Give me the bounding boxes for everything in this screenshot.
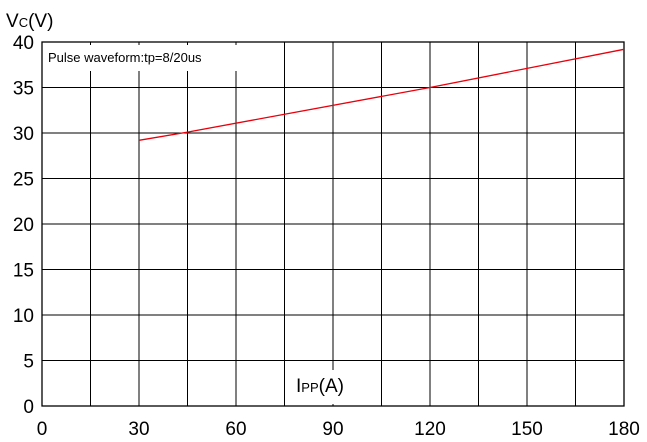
x-tick-label: 60 — [225, 419, 246, 440]
x-tick-label: 180 — [608, 419, 640, 440]
grid-lines — [42, 42, 624, 406]
series-line — [138, 48, 625, 141]
y-tick-label: 15 — [13, 261, 34, 282]
x-axis-label: IPP(A) — [296, 376, 344, 397]
y-tick-label: 20 — [13, 215, 34, 236]
y-tick-label: 30 — [13, 124, 34, 145]
annotation-box — [44, 45, 260, 71]
y-tick-label: 0 — [23, 397, 34, 418]
x-tick-labels: 0 30 60 90 120 150 180 — [37, 419, 640, 440]
x-tick-label: 120 — [414, 419, 446, 440]
series-group — [138, 48, 625, 141]
y-axis-label: VC(V) — [6, 11, 53, 32]
y-tick-label: 25 — [13, 170, 34, 191]
x-axis-label-box — [292, 370, 374, 404]
y-tick-label: 40 — [13, 33, 34, 54]
y-tick-label: 35 — [13, 79, 34, 100]
x-tick-label: 90 — [322, 419, 343, 440]
y-tick-label: 10 — [13, 306, 34, 327]
x-tick-label: 30 — [128, 419, 149, 440]
x-tick-label: 150 — [511, 419, 543, 440]
x-tick-label: 0 — [37, 419, 48, 440]
y-tick-labels: 0 5 10 15 20 25 30 35 40 — [13, 33, 34, 418]
y-tick-label: 5 — [23, 352, 34, 373]
annotation-text: Pulse waveform:tp=8/20us — [48, 50, 202, 65]
plot-frame — [41, 41, 625, 407]
